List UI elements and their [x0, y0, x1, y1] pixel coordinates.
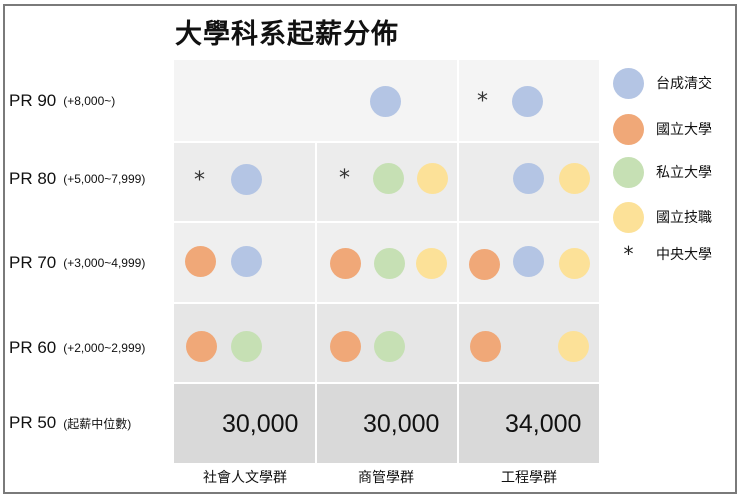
- pr-label: PR 60: [9, 338, 57, 357]
- legend-label: 國立大學: [656, 122, 712, 138]
- row-label-pr70: PR 70 (+3,000~4,999): [9, 223, 145, 303]
- circle-icon: [613, 201, 644, 233]
- national-univ-dot: [469, 249, 500, 280]
- national-tech-dot: [558, 331, 589, 362]
- column-label-engineering: 工程學群: [501, 470, 557, 486]
- legend-label: 台成清交: [656, 76, 712, 92]
- pr-label: PR 90: [9, 91, 57, 110]
- salary-range: (+8,000~): [63, 94, 116, 108]
- pr-label: PR 50: [9, 413, 57, 432]
- national-univ-dot: [330, 331, 361, 362]
- grid-line: [315, 142, 317, 463]
- median-salary-engineering: 34,000: [505, 410, 582, 438]
- column-label-humanities: 社會人文學群: [203, 470, 287, 486]
- asterisk-icon: *: [623, 242, 634, 266]
- national-tech-dot: [559, 248, 590, 279]
- private-univ-dot: [374, 331, 405, 362]
- national-univ-dot: [185, 246, 216, 277]
- pr-label: PR 80: [9, 169, 57, 188]
- grid-line: [174, 141, 599, 143]
- legend-item-top-school: 台成清交: [613, 67, 712, 99]
- row-band-pr50: [174, 383, 599, 463]
- legend-label: 中央大學: [656, 247, 712, 263]
- national-univ-dot: [330, 248, 361, 279]
- legend-item-ncu: * 中央大學: [613, 238, 713, 270]
- ncu-star-icon: *: [194, 168, 205, 193]
- salary-range: (+5,000~7,999): [63, 172, 146, 186]
- circle-icon: [613, 67, 644, 99]
- circle-icon: [613, 113, 644, 145]
- national-univ-dot: [470, 331, 501, 362]
- ncu-star-icon: *: [477, 89, 488, 114]
- national-univ-dot: [186, 331, 217, 362]
- top-school-dot: [513, 246, 544, 277]
- top-school-dot: [231, 246, 262, 277]
- chart-title: 大學科系起薪分佈: [175, 19, 399, 50]
- legend-item-national-univ: 國立大學: [613, 113, 712, 145]
- top-school-dot: [231, 164, 262, 195]
- top-school-dot: [370, 86, 401, 117]
- row-label-pr80: PR 80 (+5,000~7,999): [9, 139, 145, 219]
- private-univ-dot: [231, 331, 262, 362]
- row-label-pr60: PR 60 (+2,000~2,999): [9, 308, 145, 388]
- ncu-star-icon: *: [339, 166, 350, 191]
- national-tech-dot: [417, 163, 448, 194]
- grid-line: [174, 221, 599, 223]
- salary-range: (+3,000~4,999): [63, 256, 146, 270]
- top-school-dot: [512, 86, 543, 117]
- legend-label: 國立技職: [656, 210, 712, 226]
- median-salary-business: 30,000: [363, 410, 440, 438]
- grid-line: [174, 382, 599, 384]
- top-school-dot: [513, 163, 544, 194]
- grid-line: [174, 302, 599, 304]
- column-label-business: 商管學群: [358, 470, 414, 486]
- legend-label: 私立大學: [656, 165, 712, 181]
- national-tech-dot: [559, 163, 590, 194]
- salary-range: (+2,000~2,999): [63, 341, 146, 355]
- median-salary-humanities: 30,000: [222, 410, 299, 438]
- legend-item-national-tech: 國立技職: [613, 201, 712, 233]
- private-univ-dot: [374, 248, 405, 279]
- circle-icon: [613, 156, 644, 188]
- row-label-pr90: PR 90 (+8,000~): [9, 61, 115, 141]
- row-label-pr50: PR 50 (起薪中位數): [9, 383, 131, 463]
- private-univ-dot: [373, 163, 404, 194]
- pr-label: PR 70: [9, 253, 57, 272]
- national-tech-dot: [416, 248, 447, 279]
- salary-range: (起薪中位數): [63, 416, 132, 431]
- grid-line: [457, 60, 459, 463]
- legend-item-private-univ: 私立大學: [613, 156, 712, 188]
